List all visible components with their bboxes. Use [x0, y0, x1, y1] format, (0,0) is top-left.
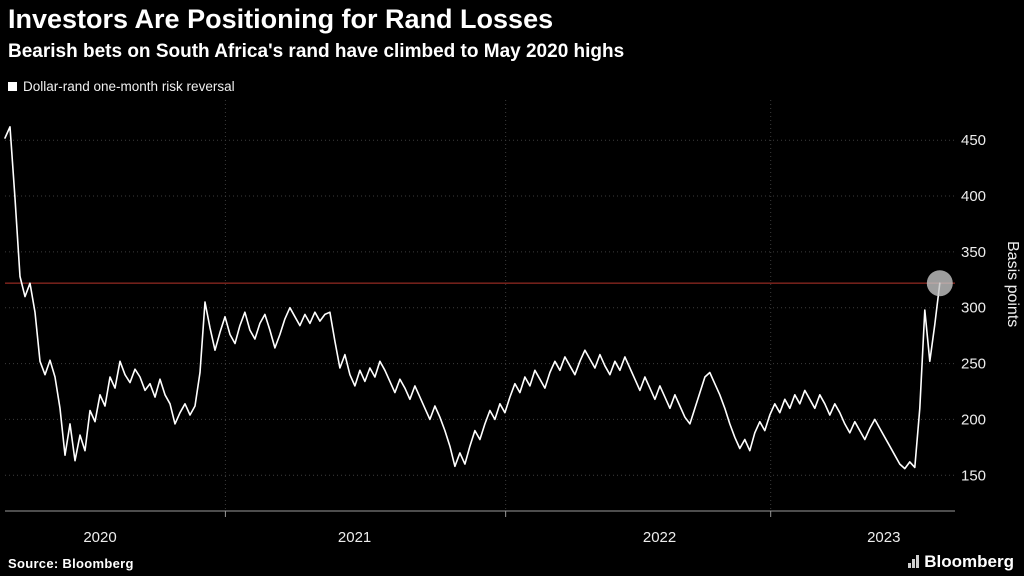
x-axis-label: 2023: [867, 529, 900, 546]
y-tick-label: 450: [961, 132, 986, 149]
bloomberg-logo-icon: [908, 554, 920, 570]
x-axis-label: 2021: [338, 529, 371, 546]
y-tick-label: 300: [961, 300, 986, 317]
bloomberg-logo-text: Bloomberg: [924, 552, 1014, 571]
y-tick-label: 400: [961, 188, 986, 205]
y-tick-label: 200: [961, 411, 986, 428]
y-tick-label: 250: [961, 356, 986, 373]
bloomberg-logo: Bloomberg: [908, 552, 1014, 572]
legend: Dollar-rand one-month risk reversal: [8, 79, 235, 94]
y-tick-label: 350: [961, 244, 986, 261]
y-tick-label: 150: [961, 467, 986, 484]
source-note: Source: Bloomberg: [8, 556, 134, 571]
x-axis-label: 2022: [643, 529, 676, 546]
end-marker: [926, 270, 953, 297]
x-axis-label: 2020: [83, 529, 116, 546]
chart-title: Investors Are Positioning for Rand Losse…: [8, 4, 554, 34]
series-line: [4, 126, 941, 470]
chart-subtitle: Bearish bets on South Africa's rand have…: [8, 41, 625, 62]
y-axis-title: Basis points: [1004, 241, 1021, 328]
legend-label: Dollar-rand one-month risk reversal: [23, 79, 235, 94]
legend-swatch-icon: [8, 82, 17, 91]
